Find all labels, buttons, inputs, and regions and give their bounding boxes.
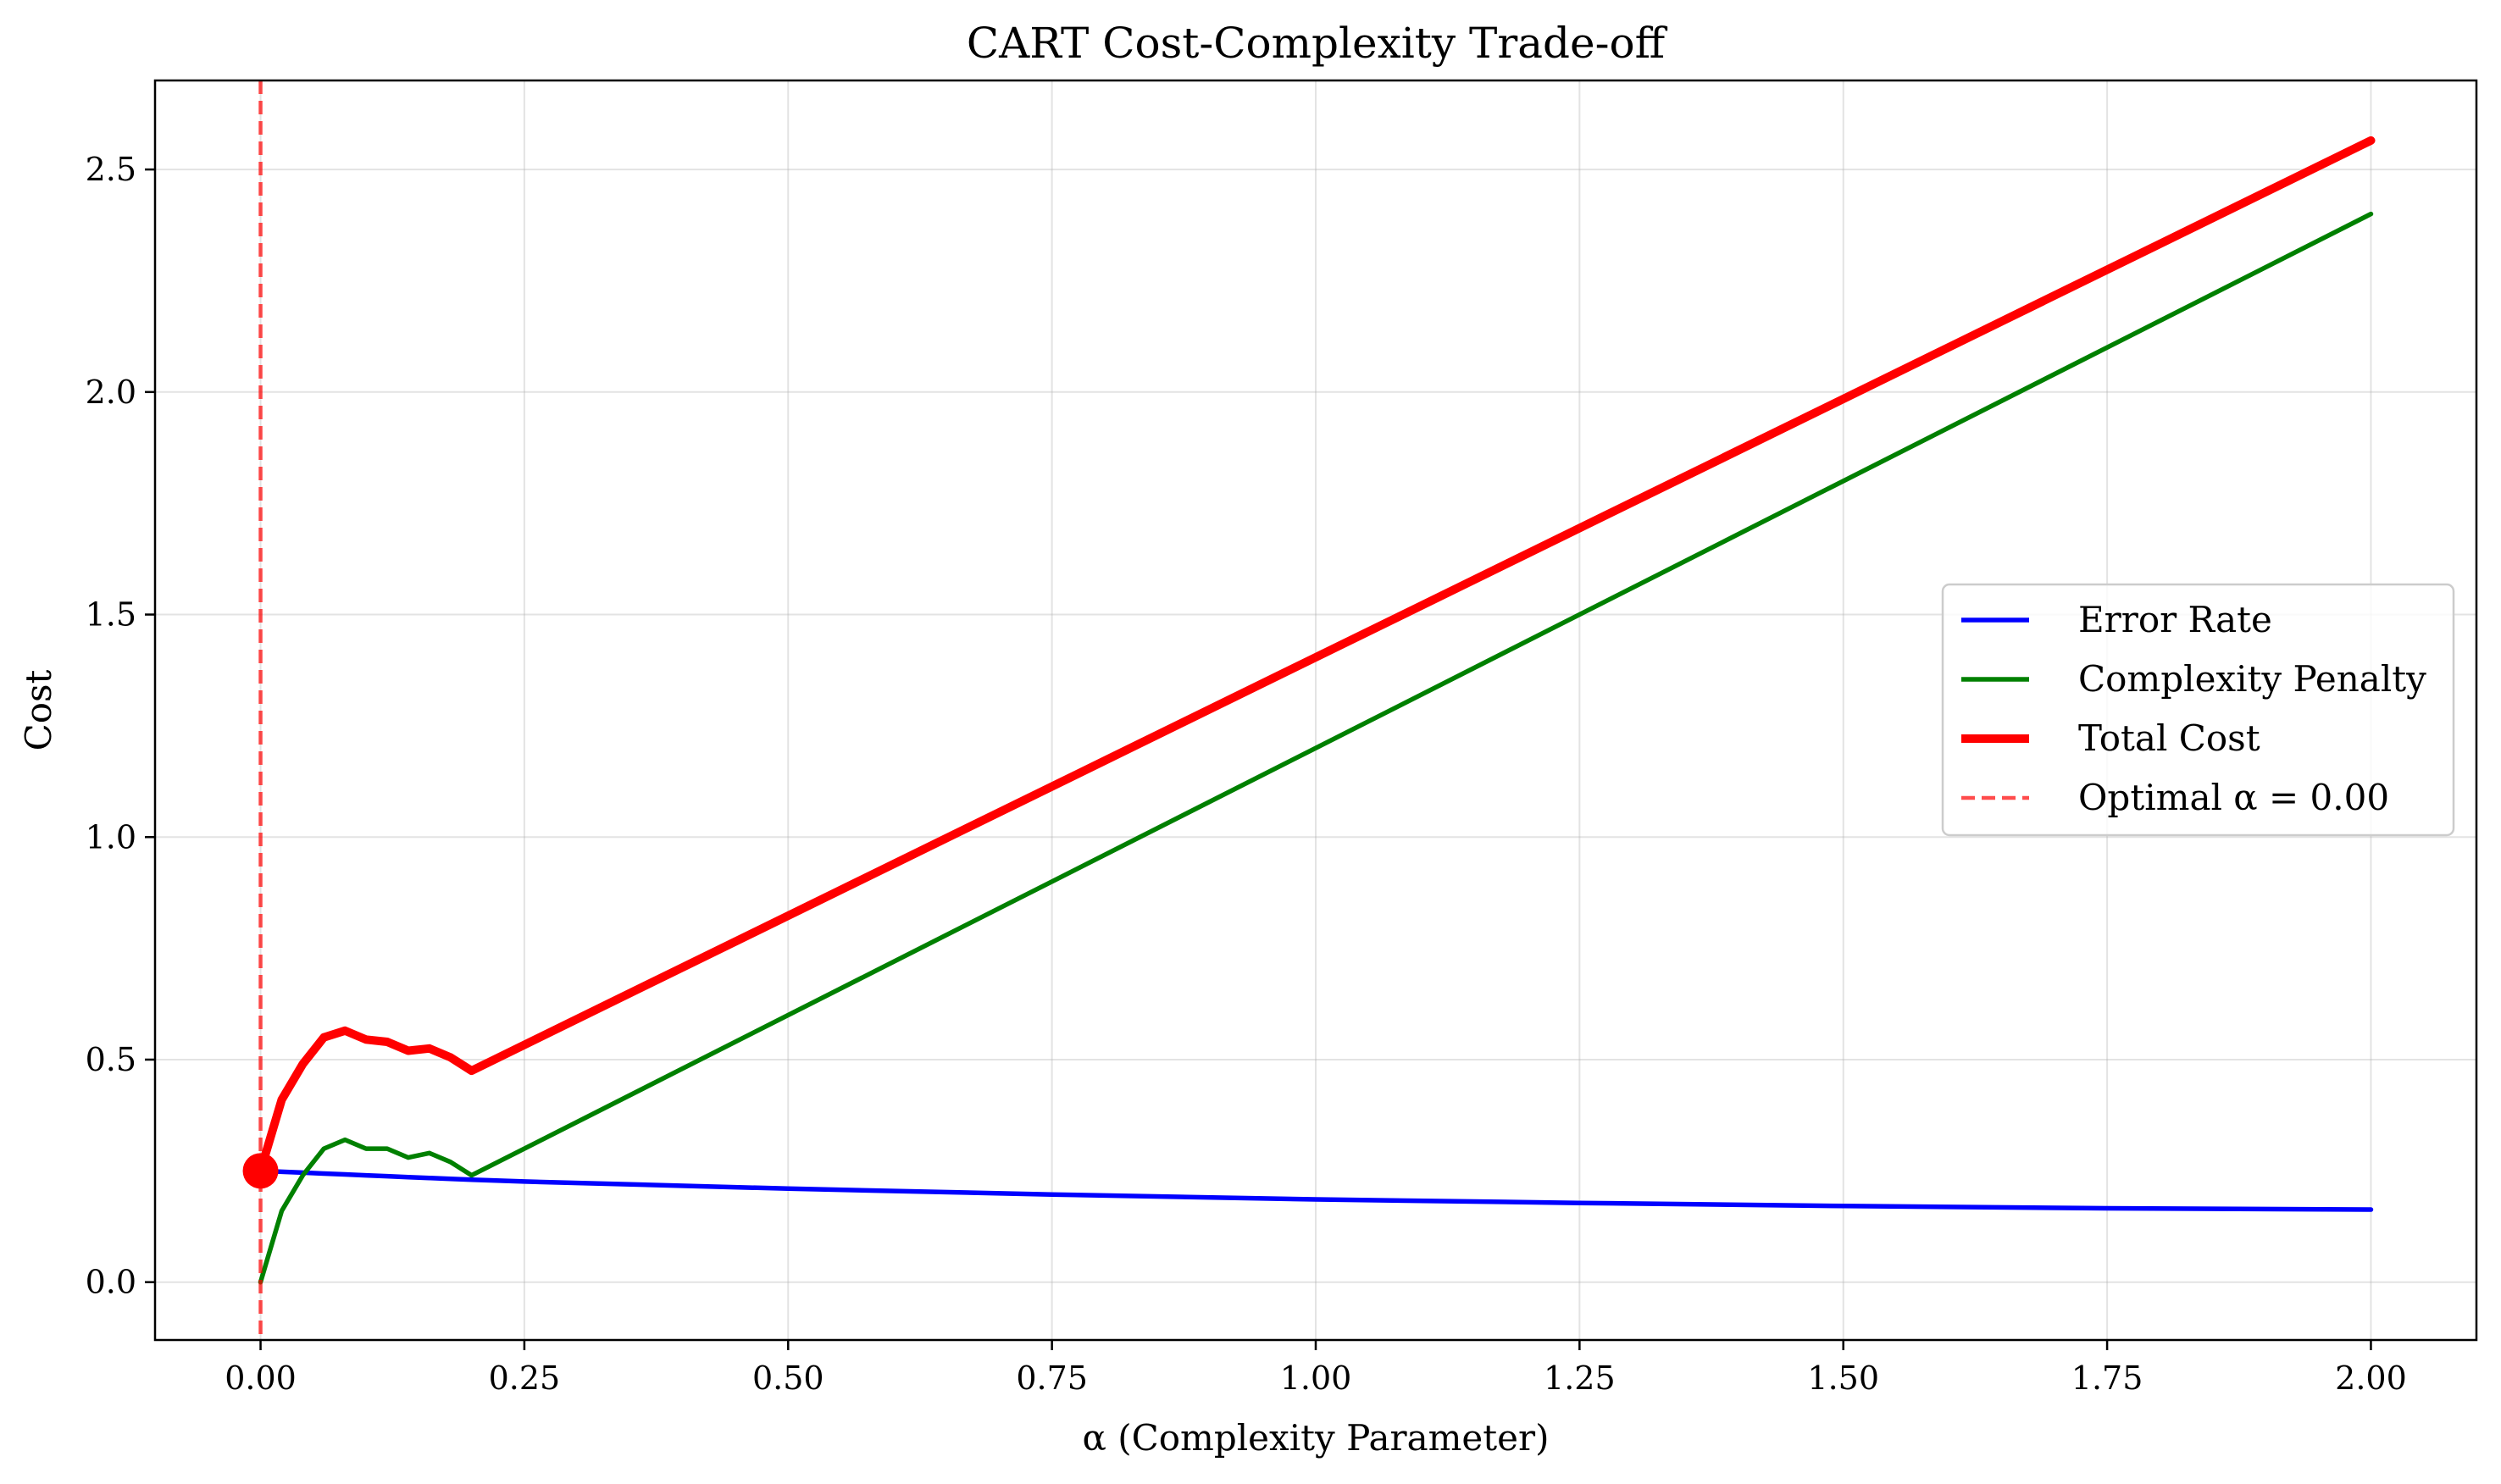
x-axis: 0.00 0.25 0.50 0.75 1.00 1.25 1.50 1.75 2.00	[225, 1340, 2407, 1397]
x-tick-label: 0.50	[752, 1359, 824, 1397]
x-tick-label: 0.00	[225, 1359, 297, 1397]
legend-label: Error Rate	[2078, 599, 2272, 640]
series-line-0	[258, 1168, 2374, 1212]
x-tick-label: 2.00	[2335, 1359, 2407, 1397]
y-axis: 0.0 0.5 1.0 1.5 2.0 2.5	[86, 151, 155, 1301]
y-axis-label: Cost	[18, 669, 59, 750]
grid	[155, 80, 2476, 1340]
y-tick-label: 1.0	[86, 818, 136, 856]
x-tick-label: 1.25	[1544, 1359, 1616, 1397]
legend-label: Complexity Penalty	[2078, 658, 2426, 700]
series-line-1	[258, 211, 2374, 1285]
legend-label: Total Cost	[2078, 717, 2260, 759]
chart-title: CART Cost-Complexity Trade-off	[967, 19, 1668, 68]
x-tick-label: 0.75	[1016, 1359, 1088, 1397]
x-tick-label: 1.00	[1280, 1359, 1352, 1397]
y-tick-label: 0.0	[86, 1264, 136, 1301]
x-tick-label: 1.75	[2071, 1359, 2143, 1397]
x-axis-label: α (Complexity Parameter)	[1082, 1417, 1549, 1459]
legend-box	[1941, 583, 2455, 837]
plot-area	[242, 80, 2376, 1340]
series-line-2	[256, 136, 2376, 1176]
legend: Error Rate Complexity Penalty Total Cost Op…	[1941, 583, 2455, 837]
y-tick-label: 0.5	[86, 1041, 136, 1078]
optimal-point-marker	[242, 1153, 279, 1189]
x-tick-label: 1.50	[1807, 1359, 1879, 1397]
legend-label: Optimal α = 0.00	[2078, 777, 2389, 818]
y-tick-label: 2.5	[86, 151, 136, 188]
y-tick-label: 2.0	[86, 374, 136, 411]
x-tick-label: 0.25	[489, 1359, 561, 1397]
y-tick-label: 1.5	[86, 596, 136, 634]
